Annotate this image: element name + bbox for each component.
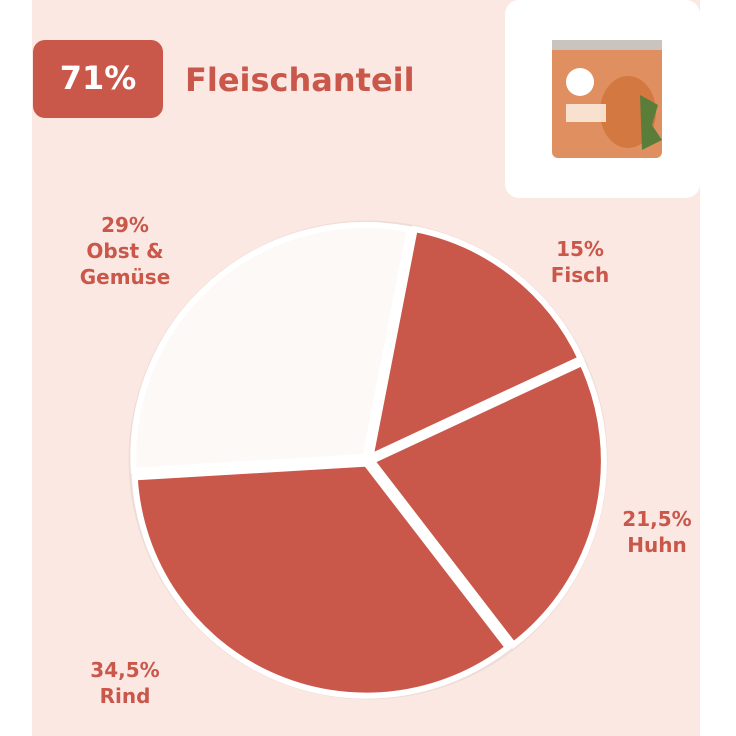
category-label: Fisch bbox=[550, 263, 610, 287]
pie-slice bbox=[366, 225, 585, 463]
value-label: 29% bbox=[101, 213, 149, 237]
badge bbox=[33, 40, 163, 118]
value-label: 21,5% bbox=[622, 507, 692, 531]
pie-slice bbox=[367, 358, 607, 649]
badge-text: 71% bbox=[60, 59, 137, 97]
pie-slice bbox=[130, 222, 414, 474]
product-can bbox=[552, 40, 662, 158]
value-label: 15% bbox=[556, 237, 604, 261]
chart-title: Fleischanteil bbox=[185, 61, 415, 99]
value-label: 34,5% bbox=[90, 658, 160, 682]
category-label: Rind bbox=[99, 684, 151, 708]
pie-slice bbox=[131, 460, 513, 699]
category-label: Obst & Gemüse bbox=[79, 239, 171, 289]
category-label: Huhn bbox=[627, 533, 687, 557]
